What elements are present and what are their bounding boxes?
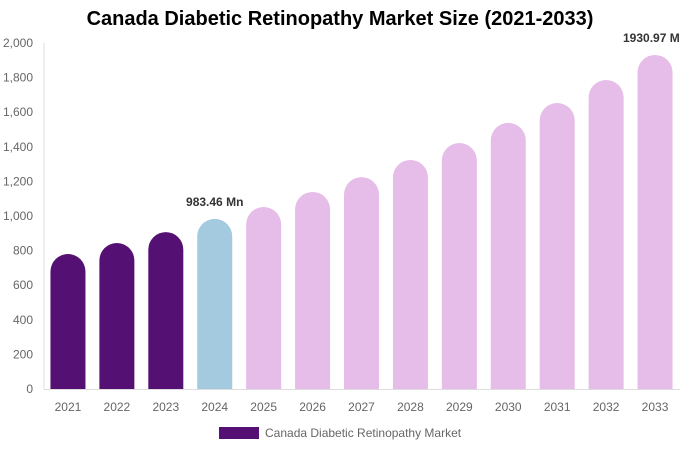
bar-2033 <box>637 54 673 389</box>
x-tick-label: 2030 <box>495 400 522 414</box>
x-tick-label: 2033 <box>642 400 669 414</box>
x-tick-label: 2031 <box>544 400 571 414</box>
chart-title: Canada Diabetic Retinopathy Market Size … <box>86 8 594 30</box>
y-tick-label: 400 <box>13 313 33 327</box>
bar-2021 <box>50 254 86 389</box>
x-tick-label: 2021 <box>55 400 82 414</box>
bar-2023 <box>148 232 184 389</box>
bar-2026 <box>295 191 331 389</box>
y-tick-label: 0 <box>26 382 33 396</box>
x-tick-label: 2024 <box>201 400 228 414</box>
y-tick-label: 2,000 <box>3 36 33 50</box>
x-tick-label: 2022 <box>104 400 131 414</box>
data-label-2024: 983.46 Mn <box>186 195 243 209</box>
y-tick-label: 800 <box>13 244 33 258</box>
bar-2032 <box>588 80 624 389</box>
legend-label: Canada Diabetic Retinopathy Market <box>265 426 462 440</box>
y-tick-label: 1,600 <box>3 105 33 119</box>
x-tick-label: 2027 <box>348 400 375 414</box>
y-tick-label: 200 <box>13 347 33 361</box>
bar-2022 <box>99 242 135 389</box>
legend-swatch <box>219 427 259 439</box>
x-tick-label: 2025 <box>250 400 277 414</box>
bar-2025 <box>246 207 282 389</box>
bar-2024 <box>197 218 233 389</box>
x-tick-label: 2032 <box>593 400 620 414</box>
bar-2031 <box>539 103 575 389</box>
x-tick-label: 2028 <box>397 400 424 414</box>
bar-2028 <box>392 159 428 389</box>
y-tick-label: 1,000 <box>3 209 33 223</box>
bar-2030 <box>490 122 526 389</box>
y-tick-label: 1,800 <box>3 71 33 85</box>
y-tick-label: 1,400 <box>3 140 33 154</box>
y-tick-label: 600 <box>13 278 33 292</box>
bar-2027 <box>344 177 379 389</box>
x-tick-label: 2023 <box>152 400 179 414</box>
bar-2029 <box>441 142 477 389</box>
legend: Canada Diabetic Retinopathy Market <box>219 426 461 440</box>
x-tick-label: 2029 <box>446 400 473 414</box>
x-tick-label: 2026 <box>299 400 326 414</box>
y-tick-label: 1,200 <box>3 174 33 188</box>
data-label-2033: 1930.97 Mn <box>623 31 680 45</box>
